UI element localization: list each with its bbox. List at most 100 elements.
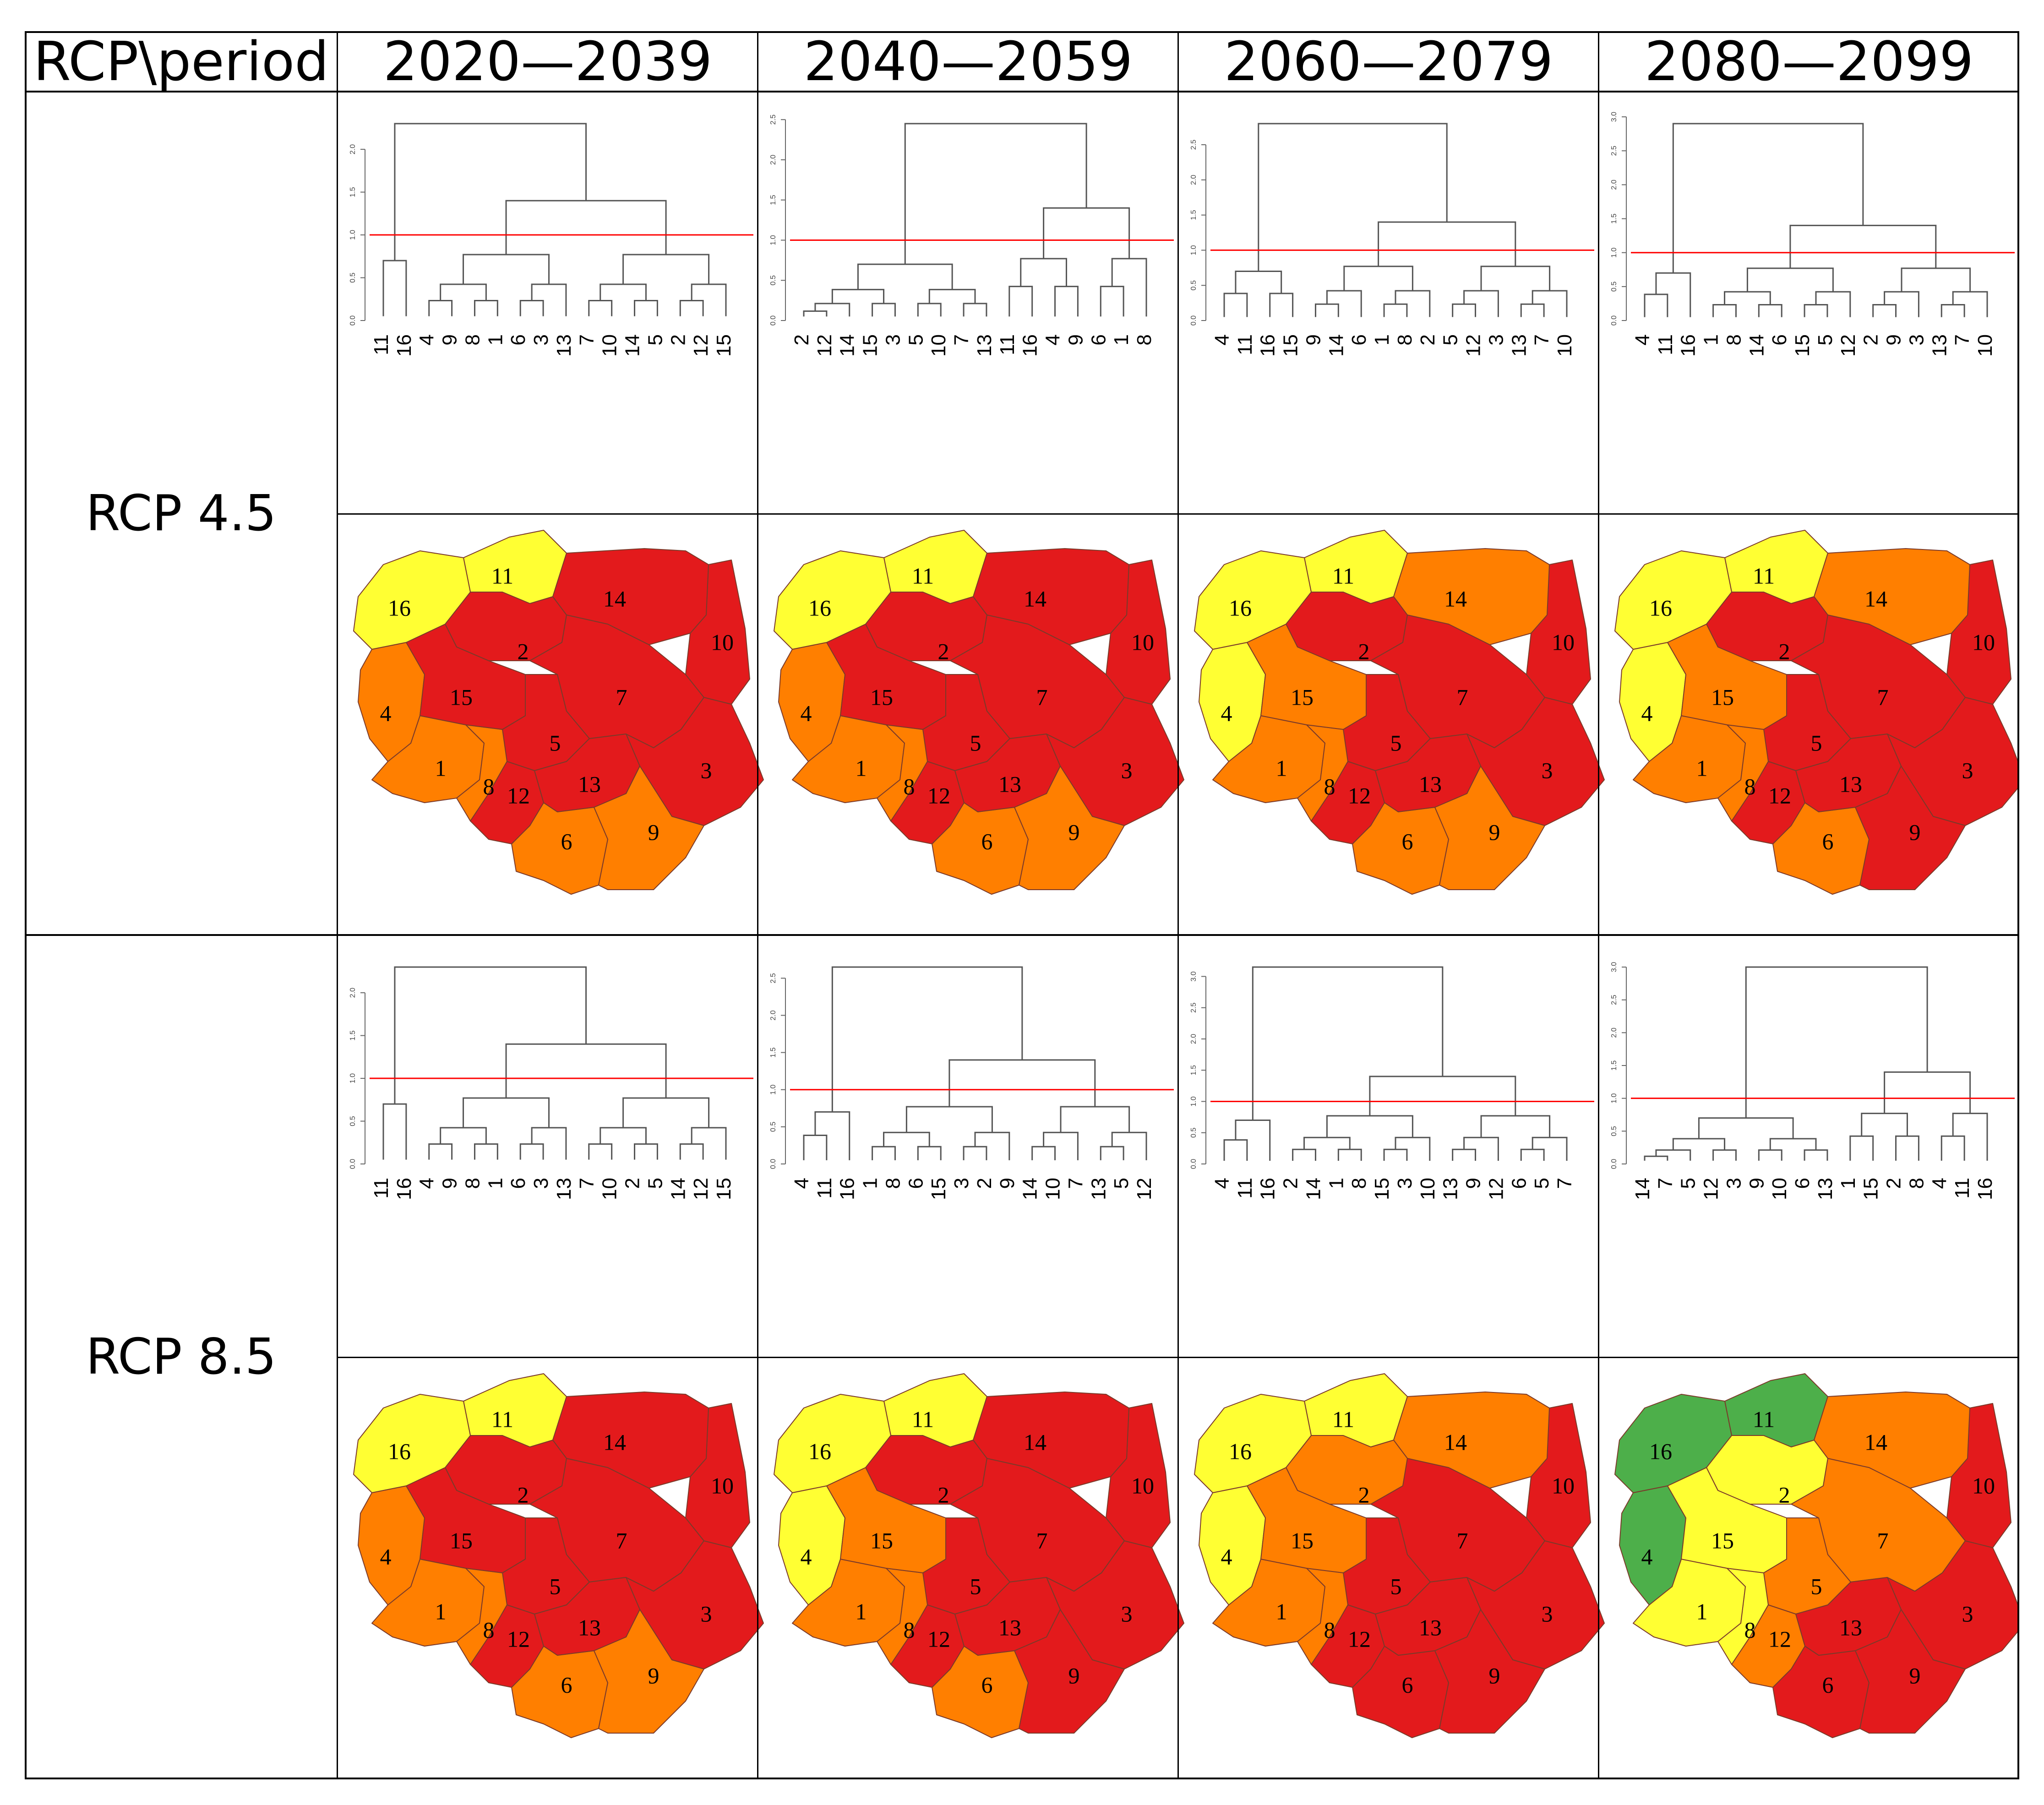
y-tick-label: 1.0	[349, 1073, 357, 1083]
col-rule	[337, 31, 338, 1779]
region-number: 11	[1332, 563, 1354, 588]
dendrogram-branch	[440, 283, 487, 301]
leaf-label: 6	[1087, 334, 1110, 345]
voivodeship-region	[826, 624, 946, 730]
dendrogram-branch	[1745, 966, 1928, 1118]
dendrogram-branch	[1644, 1155, 1668, 1161]
region-number: 9	[1909, 819, 1921, 845]
leaf-label: 5	[1814, 334, 1837, 345]
region-number: 5	[550, 1573, 561, 1599]
dendrogram-branch	[1463, 290, 1499, 317]
dendrogram-branch	[831, 288, 885, 304]
region-number: 10	[1972, 629, 1995, 655]
y-tick-label: 0.5	[769, 1122, 777, 1132]
leaf-label: 3	[1722, 1178, 1745, 1189]
dendrogram-branch	[382, 260, 407, 316]
voivodeship-region	[463, 530, 567, 604]
region-number: 1	[435, 1598, 447, 1624]
region-number: 7	[1457, 1528, 1468, 1553]
region-number: 6	[1822, 828, 1834, 854]
region-number: 13	[998, 1615, 1021, 1640]
dendrogram-branch	[803, 1135, 828, 1160]
y-tick-label: 2.0	[1610, 1028, 1618, 1038]
region-number: 12	[1348, 783, 1371, 808]
dendrogram-branch	[1672, 1138, 1726, 1150]
dendrogram-branch	[1235, 271, 1282, 294]
dendrogram: 0.00.51.01.52.02.53.04 11 16 1 8 14 6 15 5 12 2 9 3 1…	[1610, 112, 2015, 357]
dendrogram-branch	[803, 310, 828, 317]
region-number: 4	[1641, 700, 1653, 726]
region-number: 13	[998, 771, 1021, 797]
region-number: 8	[1744, 1617, 1756, 1642]
leaf-label: 10	[599, 1178, 621, 1200]
y-tick-label: 1.5	[1190, 210, 1198, 220]
voivodeship-region	[406, 624, 526, 730]
region-number: 8	[1744, 773, 1756, 799]
table-border-left	[25, 31, 27, 1779]
leaf-label: 8	[1394, 334, 1416, 345]
dendrogram-branch	[1031, 1146, 1056, 1160]
y-tick-label: 3.0	[1190, 971, 1198, 981]
col-rule	[757, 31, 758, 1779]
region-number: 5	[1390, 1573, 1402, 1599]
y-tick-label: 1.5	[1610, 213, 1618, 223]
dendrogram-branch	[1672, 123, 1864, 273]
voivodeship-region	[1724, 1373, 1828, 1447]
leaf-label: 4	[1928, 1178, 1951, 1189]
y-tick-label: 0.0	[349, 1159, 357, 1169]
dendrogram-branch	[1054, 286, 1079, 317]
dendrogram-branch	[1655, 1149, 1691, 1161]
voivodeship-region	[774, 550, 891, 650]
leaf-label: 12	[1485, 1178, 1507, 1200]
voivodeship-region	[353, 1394, 471, 1493]
leaf-label: 16	[1974, 1178, 1996, 1200]
dendrogram-branch	[1895, 1135, 1919, 1161]
dendrogram-branch	[1940, 1135, 1965, 1161]
leaf-label: 3	[1394, 1178, 1416, 1189]
region-number: 12	[1348, 1626, 1371, 1652]
dendrogram-branch	[1884, 1071, 1971, 1114]
y-tick-label: 2.5	[1610, 146, 1618, 156]
region-number: 3	[1121, 757, 1133, 783]
region-number: 11	[912, 563, 934, 588]
region-number: 16	[1649, 595, 1672, 620]
y-tick-label: 0.0	[1610, 315, 1618, 326]
region-number: 7	[1877, 684, 1889, 710]
region-number: 10	[1552, 1473, 1575, 1498]
leaf-label: 15	[859, 334, 882, 357]
region-number: 16	[808, 1438, 831, 1464]
region-number: 13	[1839, 771, 1862, 797]
dendrogram-branch	[588, 299, 613, 316]
region-number: 1	[1276, 755, 1287, 781]
region-number: 11	[491, 563, 513, 588]
dendrogram-branch	[1712, 1149, 1737, 1161]
dendrogram-branch	[505, 200, 667, 255]
region-number: 9	[1068, 819, 1080, 845]
region-number: 15	[1711, 1528, 1734, 1553]
leaf-label: 7	[1951, 334, 1973, 345]
leaf-label: 14	[1631, 1178, 1654, 1200]
leaf-label: 12	[1700, 1178, 1722, 1200]
dendrogram-branch	[872, 1146, 896, 1160]
leaf-label: 10	[599, 334, 621, 357]
dendrogram-branch	[519, 299, 544, 316]
period-header: 2020—2039	[383, 30, 713, 93]
voivodeship-region	[1247, 1467, 1367, 1573]
dendrogram-branch	[1008, 286, 1033, 317]
region-number: 16	[1649, 1438, 1672, 1464]
region-number: 10	[1131, 629, 1154, 655]
region-number: 9	[1068, 1663, 1080, 1688]
period-header: 2060—2079	[1224, 30, 1553, 93]
leaf-label: 1	[1110, 334, 1133, 345]
y-tick-label: 1.0	[349, 230, 357, 240]
y-tick-label: 2.0	[1610, 179, 1618, 190]
y-tick-label: 1.0	[769, 235, 777, 245]
leaf-label: 13	[553, 1178, 575, 1200]
dendrogram-branch	[679, 1143, 704, 1160]
region-number: 8	[904, 1617, 915, 1642]
leaf-label: 12	[1462, 334, 1485, 357]
region-number: 12	[927, 783, 950, 808]
dendrogram-branch	[1223, 293, 1248, 317]
dendrogram-branch	[963, 1146, 987, 1160]
